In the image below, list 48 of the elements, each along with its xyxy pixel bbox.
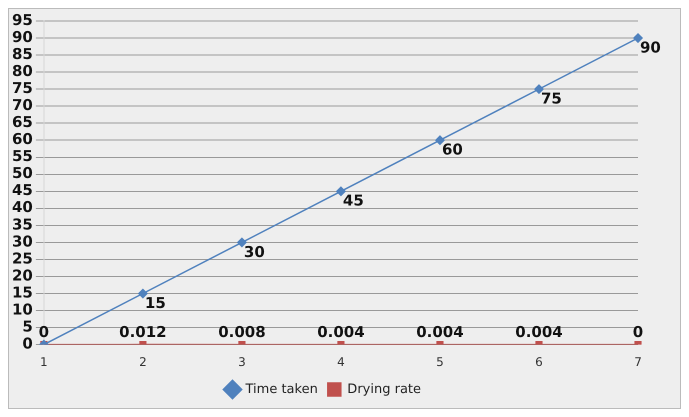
y-tick-label: 45 — [12, 181, 33, 200]
x-tick-label: 4 — [337, 354, 345, 369]
y-tick-label: 50 — [12, 164, 33, 182]
data-label: 0.004 — [416, 322, 464, 341]
y-tick-label: 30 — [12, 232, 33, 250]
y-tick-label: 20 — [12, 266, 33, 284]
point — [138, 288, 148, 298]
data-label: 0 — [632, 322, 644, 341]
legend-label: Drying rate — [347, 382, 422, 397]
y-tick-label: 15 — [12, 283, 33, 302]
data-label: 0.004 — [515, 322, 563, 341]
y-tick-label: 60 — [12, 130, 33, 148]
point — [633, 33, 643, 43]
data-label: 0.012 — [119, 322, 167, 341]
data-label: 60 — [442, 140, 463, 159]
y-tick-label: 35 — [12, 215, 33, 234]
data-label: 75 — [540, 90, 562, 108]
data-label: 45 — [342, 192, 364, 210]
point — [336, 186, 346, 196]
y-tick-label: 90 — [12, 28, 33, 46]
y-tick-label: 0 — [22, 334, 33, 352]
legend-label: Time taken — [244, 382, 318, 397]
point — [435, 135, 445, 145]
x-tick-label: 6 — [535, 354, 543, 369]
y-tick-label: 75 — [12, 79, 33, 98]
point — [534, 84, 544, 94]
y-tick-label: 25 — [12, 249, 33, 268]
y-tick-label: 5 — [22, 317, 33, 336]
data-label: 30 — [244, 242, 265, 261]
data-label: 15 — [144, 294, 166, 312]
data-label: 0.008 — [218, 322, 266, 341]
data-label: 90 — [640, 38, 661, 56]
y-tick-label: 65 — [12, 113, 33, 132]
y-tick-label: 70 — [12, 96, 33, 114]
data-label: 0.004 — [317, 322, 365, 341]
x-tick-label: 7 — [634, 354, 642, 369]
x-tick-label: 3 — [238, 354, 246, 369]
y-tick-label: 85 — [12, 44, 33, 63]
x-tick-label: 5 — [436, 354, 444, 369]
point — [237, 238, 247, 248]
y-tick-label: 80 — [12, 62, 33, 80]
x-tick-label: 2 — [139, 354, 147, 369]
x-tick-label: 1 — [40, 354, 48, 369]
y-tick-label: 10 — [12, 300, 33, 318]
y-tick-label: 40 — [12, 198, 33, 216]
data-label: 0 — [38, 322, 50, 341]
y-tick-label: 55 — [12, 147, 33, 166]
y-tick-label: 95 — [12, 10, 33, 29]
